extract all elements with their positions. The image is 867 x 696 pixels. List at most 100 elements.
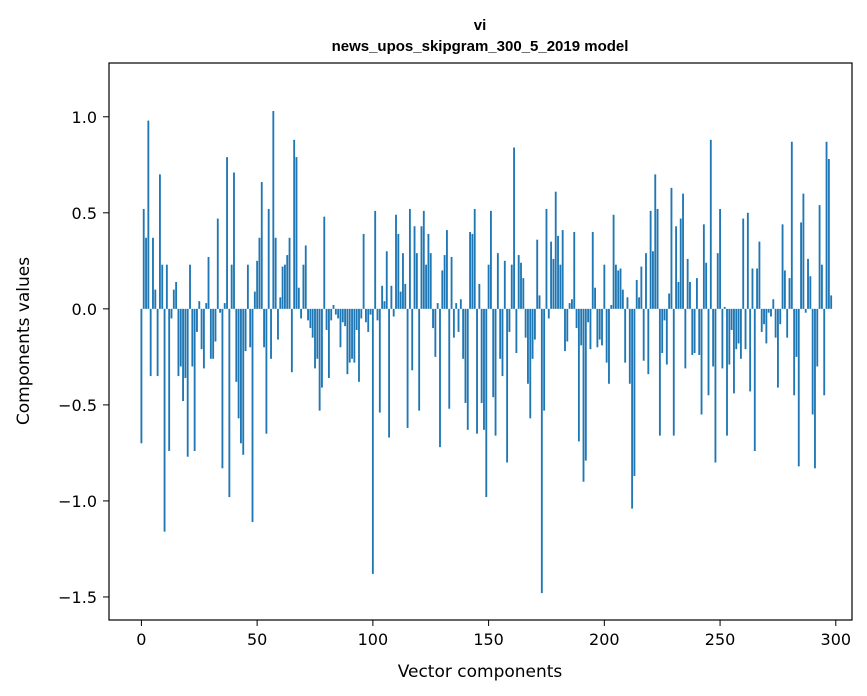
bar bbox=[392, 308, 395, 317]
bar bbox=[230, 264, 233, 309]
bar bbox=[159, 174, 161, 309]
bar bbox=[140, 308, 143, 444]
bar bbox=[348, 308, 351, 363]
bar bbox=[617, 270, 620, 309]
bar bbox=[376, 308, 379, 321]
bar bbox=[830, 295, 833, 309]
bar bbox=[288, 237, 291, 309]
bar bbox=[260, 182, 263, 309]
bar bbox=[575, 308, 578, 329]
bar bbox=[499, 308, 502, 359]
bar bbox=[605, 308, 608, 363]
bar bbox=[721, 308, 724, 369]
bar bbox=[545, 208, 548, 309]
bar bbox=[304, 245, 307, 309]
bar bbox=[446, 230, 448, 309]
bar bbox=[462, 308, 465, 359]
bar bbox=[772, 299, 775, 309]
bar bbox=[200, 308, 203, 350]
bar bbox=[258, 237, 261, 309]
bar bbox=[749, 308, 752, 392]
bar bbox=[584, 308, 587, 461]
plot-frame bbox=[108, 62, 853, 621]
bar bbox=[698, 308, 701, 355]
chart-title-line2: news_upos_skipgram_300_5_2019 model bbox=[332, 38, 629, 55]
bar bbox=[587, 308, 590, 323]
bar bbox=[406, 308, 409, 428]
bar bbox=[538, 295, 541, 309]
bar bbox=[705, 262, 708, 309]
bar bbox=[693, 308, 696, 354]
bar bbox=[531, 308, 534, 359]
bar bbox=[726, 308, 728, 436]
bar bbox=[589, 308, 592, 350]
bar bbox=[827, 159, 830, 309]
bar bbox=[564, 308, 566, 352]
bar bbox=[307, 308, 309, 321]
bar bbox=[161, 264, 164, 309]
bar bbox=[233, 172, 235, 309]
bar bbox=[517, 255, 520, 309]
bar bbox=[689, 281, 691, 309]
bar bbox=[494, 308, 497, 436]
bar bbox=[640, 266, 643, 309]
bar bbox=[783, 270, 786, 309]
bar bbox=[601, 308, 603, 346]
bar bbox=[214, 308, 217, 342]
bar bbox=[327, 308, 330, 378]
bar bbox=[654, 174, 657, 309]
bar bbox=[594, 287, 596, 309]
bar bbox=[168, 308, 171, 451]
y-axis-label: Components values bbox=[14, 257, 34, 425]
bar bbox=[182, 308, 184, 402]
bar bbox=[742, 218, 745, 309]
bar bbox=[209, 308, 212, 359]
bar bbox=[672, 308, 675, 436]
bar bbox=[591, 232, 594, 309]
bar bbox=[277, 308, 279, 340]
bar bbox=[177, 308, 180, 377]
bar bbox=[554, 191, 557, 309]
bar bbox=[728, 308, 731, 365]
bar bbox=[520, 262, 522, 309]
bar bbox=[334, 308, 337, 315]
y-tick-label: −0.5 bbox=[58, 396, 97, 415]
bar bbox=[716, 253, 719, 309]
bar bbox=[272, 111, 275, 309]
bar bbox=[383, 301, 386, 309]
bar bbox=[244, 308, 247, 352]
bar bbox=[807, 258, 809, 309]
bar bbox=[619, 268, 622, 309]
bar bbox=[367, 308, 370, 332]
bar bbox=[388, 308, 390, 438]
bar bbox=[351, 308, 353, 359]
bar bbox=[566, 308, 569, 342]
bar bbox=[670, 187, 673, 309]
x-tick-label: 300 bbox=[821, 630, 852, 649]
bar bbox=[290, 308, 293, 373]
bar bbox=[503, 260, 506, 309]
bar bbox=[420, 226, 423, 309]
y-tick-label: 0.5 bbox=[72, 204, 97, 223]
bar bbox=[189, 264, 191, 309]
bar bbox=[251, 308, 254, 523]
bar bbox=[820, 264, 823, 309]
bar bbox=[365, 308, 367, 323]
bar bbox=[309, 308, 312, 329]
bar bbox=[325, 308, 328, 330]
bar bbox=[390, 285, 393, 309]
bar bbox=[469, 232, 472, 309]
bar bbox=[358, 308, 360, 382]
bar bbox=[450, 256, 453, 309]
bar bbox=[314, 308, 316, 369]
bar bbox=[596, 308, 599, 348]
bar bbox=[337, 308, 340, 319]
bar bbox=[402, 253, 404, 309]
bar bbox=[191, 308, 194, 367]
bar bbox=[455, 303, 458, 309]
bar bbox=[246, 264, 249, 309]
bar bbox=[235, 308, 238, 382]
bar bbox=[723, 306, 726, 309]
bar bbox=[142, 208, 145, 309]
bar bbox=[170, 308, 173, 319]
